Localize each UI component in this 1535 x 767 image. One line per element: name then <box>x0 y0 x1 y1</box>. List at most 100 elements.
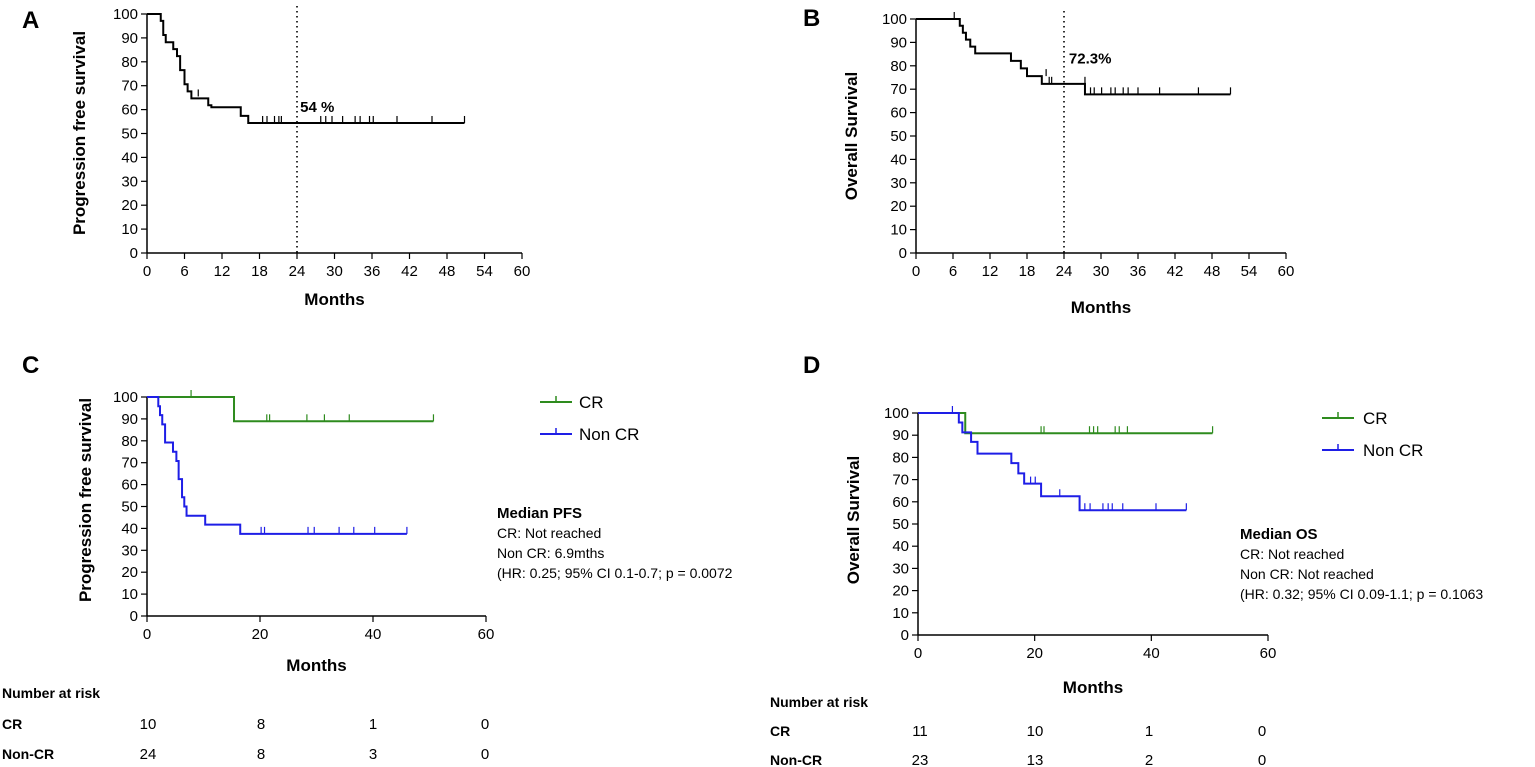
survival-curve-non-cr <box>918 412 1187 512</box>
panel-letter-b: B <box>803 5 820 32</box>
x-tick-label: 36 <box>1130 263 1147 280</box>
x-tick-label: 12 <box>982 263 999 280</box>
panel-letter-c: C <box>22 352 39 379</box>
stats-box-d: Median OS CR: Not reached Non CR: Not re… <box>1240 526 1483 602</box>
y-tick-label: 90 <box>121 411 138 428</box>
x-tick-label: 18 <box>1019 263 1036 280</box>
risk-value: 0 <box>1258 752 1266 767</box>
survival-curve-cr <box>147 396 434 423</box>
x-tick-label: 36 <box>364 263 381 280</box>
survival-curve-all-patients <box>916 18 1231 96</box>
risk-value: 3 <box>369 746 377 763</box>
y-tick-label: 80 <box>890 58 907 75</box>
x-tick-label: 60 <box>478 626 495 643</box>
x-tick-label: 42 <box>401 263 418 280</box>
x-tick-label: 30 <box>1093 263 1110 280</box>
y-tick-label: 100 <box>882 11 907 28</box>
legend-label: Non CR <box>1363 441 1423 460</box>
legend-item-cr: CR <box>540 393 604 412</box>
risk-value: 10 <box>140 716 157 733</box>
y-tick-label: 90 <box>890 34 907 51</box>
y-tick-label: 80 <box>121 54 138 71</box>
panel-letter-d: D <box>803 352 820 379</box>
x-axis-title: Months <box>1071 298 1131 317</box>
legend-item-non-cr: Non CR <box>540 425 639 444</box>
legend-d: CR Non CR <box>1322 409 1423 460</box>
x-tick-label: 6 <box>180 263 188 280</box>
y-tick-label: 20 <box>892 583 909 600</box>
y-tick-label: 10 <box>892 605 909 622</box>
y-tick-label: 70 <box>121 455 138 472</box>
x-tick-label: 48 <box>1204 263 1221 280</box>
x-tick-label: 40 <box>1143 645 1160 662</box>
y-tick-label: 80 <box>892 449 909 466</box>
x-tick-label: 60 <box>1260 645 1277 662</box>
risk-value: 13 <box>1027 752 1044 767</box>
y-tick-label: 40 <box>890 151 907 168</box>
y-tick-label: 50 <box>121 499 138 516</box>
x-tick-label: 0 <box>914 645 922 662</box>
x-tick-label: 0 <box>143 626 151 643</box>
risk-value: 0 <box>1258 723 1266 740</box>
y-tick-label: 40 <box>121 520 138 537</box>
risk-table-title: Number at risk <box>770 694 868 710</box>
risk-table-title: Number at risk <box>2 685 100 701</box>
risk-value: 8 <box>257 716 265 733</box>
y-tick-label: 100 <box>113 6 138 23</box>
stats-line: CR: Not reached <box>497 525 601 541</box>
panel-letter-a: A <box>22 7 39 34</box>
y-tick-label: 40 <box>892 538 909 555</box>
y-tick-label: 60 <box>890 105 907 122</box>
chart-panel-b: 0 10 20 30 40 50 60 70 80 90 100 0 6 12 18 24 30 36 42 48 54… <box>842 11 1294 317</box>
x-tick-label: 12 <box>214 263 231 280</box>
risk-value: 2 <box>1145 752 1153 767</box>
y-tick-label: 0 <box>899 245 907 262</box>
y-tick-label: 60 <box>892 494 909 511</box>
y-tick-label: 60 <box>121 477 138 494</box>
y-tick-label: 100 <box>113 389 138 406</box>
x-tick-label: 54 <box>1241 263 1258 280</box>
stats-line: CR: Not reached <box>1240 546 1344 562</box>
stats-line: (HR: 0.32; 95% CI 0.09-1.1; p = 0.1063 <box>1240 586 1483 602</box>
legend-item-non-cr: Non CR <box>1322 441 1423 460</box>
risk-value: 8 <box>257 746 265 763</box>
stats-line: Non CR: Not reached <box>1240 566 1374 582</box>
y-axis-title: Progression free survival <box>70 31 89 235</box>
x-tick-label: 18 <box>251 263 268 280</box>
x-tick-label: 24 <box>1056 263 1073 280</box>
risk-value: 11 <box>912 723 928 740</box>
x-tick-label: 0 <box>143 263 151 280</box>
risk-value: 1 <box>1145 723 1153 740</box>
chart-panel-a: 0 10 20 30 40 50 60 70 80 90 100 0 6 12 18 24 30 36 42 48 54… <box>70 6 530 309</box>
x-tick-label: 20 <box>252 626 269 643</box>
legend-item-cr: CR <box>1322 409 1388 428</box>
risk-row-label: CR <box>770 723 790 739</box>
x-tick-label: 20 <box>1026 645 1043 662</box>
stats-line: Non CR: 6.9mths <box>497 545 604 561</box>
x-tick-label: 60 <box>1278 263 1295 280</box>
survival-curve-non-cr <box>147 396 407 535</box>
y-tick-label: 90 <box>892 427 909 444</box>
y-tick-label: 30 <box>121 542 138 559</box>
legend-label: Non CR <box>579 425 639 444</box>
y-tick-label: 50 <box>892 516 909 533</box>
risk-row-label: CR <box>2 716 22 732</box>
y-tick-label: 0 <box>130 608 138 625</box>
y-tick-label: 70 <box>890 81 907 98</box>
risk-value: 23 <box>912 752 929 767</box>
x-tick-label: 6 <box>949 263 957 280</box>
y-axis-title: Overall Survival <box>842 72 861 201</box>
y-tick-label: 0 <box>130 245 138 262</box>
y-tick-label: 100 <box>884 405 909 422</box>
y-tick-label: 70 <box>121 78 138 95</box>
stats-box-c: Median PFS CR: Not reached Non CR: 6.9mt… <box>497 505 733 581</box>
risk-row-label: Non-CR <box>770 752 822 767</box>
y-tick-label: 20 <box>121 564 138 581</box>
y-tick-label: 0 <box>901 627 909 644</box>
survival-curve-all-patients <box>147 13 465 124</box>
stats-title: Median OS <box>1240 526 1318 543</box>
y-tick-label: 10 <box>890 222 907 239</box>
chart-panel-c: 0 10 20 30 40 50 60 70 80 90 100 0 20 40 60 Months Progr… <box>76 389 494 675</box>
legend-label: CR <box>1363 409 1388 428</box>
